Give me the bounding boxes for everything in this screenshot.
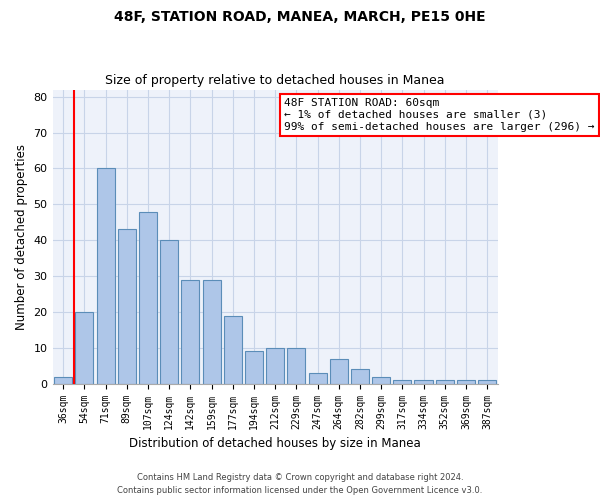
Bar	[415, 380, 433, 384]
X-axis label: Distribution of detached houses by size in Manea: Distribution of detached houses by size …	[129, 437, 421, 450]
Y-axis label: Number of detached properties: Number of detached properties	[15, 144, 28, 330]
Bar	[308, 373, 326, 384]
Bar	[54, 376, 72, 384]
Bar	[203, 280, 221, 384]
Bar	[330, 358, 348, 384]
Bar	[372, 376, 390, 384]
Bar	[287, 348, 305, 384]
Bar	[224, 316, 242, 384]
Bar	[181, 280, 199, 384]
Bar	[351, 370, 369, 384]
Bar	[139, 212, 157, 384]
Text: 48F STATION ROAD: 60sqm
← 1% of detached houses are smaller (3)
99% of semi-deta: 48F STATION ROAD: 60sqm ← 1% of detached…	[284, 98, 595, 132]
Bar	[76, 312, 94, 384]
Bar	[436, 380, 454, 384]
Bar	[393, 380, 412, 384]
Text: 48F, STATION ROAD, MANEA, MARCH, PE15 0HE: 48F, STATION ROAD, MANEA, MARCH, PE15 0H…	[114, 10, 486, 24]
Bar	[245, 352, 263, 384]
Bar	[97, 168, 115, 384]
Bar	[266, 348, 284, 384]
Bar	[478, 380, 496, 384]
Text: Contains HM Land Registry data © Crown copyright and database right 2024.
Contai: Contains HM Land Registry data © Crown c…	[118, 474, 482, 495]
Bar	[457, 380, 475, 384]
Title: Size of property relative to detached houses in Manea: Size of property relative to detached ho…	[106, 74, 445, 87]
Bar	[118, 230, 136, 384]
Bar	[160, 240, 178, 384]
